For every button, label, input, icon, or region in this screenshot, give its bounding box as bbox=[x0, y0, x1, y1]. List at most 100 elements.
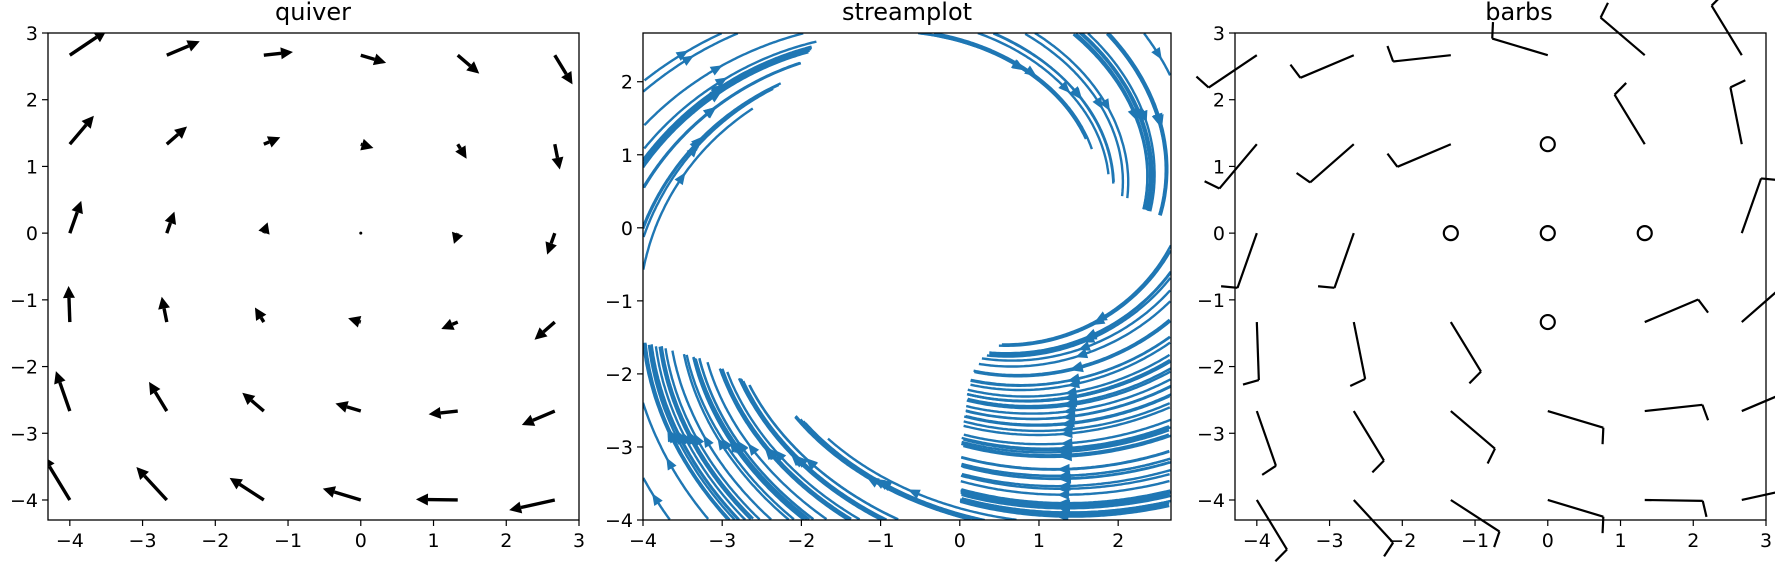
quiver-arrow bbox=[242, 392, 265, 413]
streamline bbox=[643, 40, 817, 150]
x-tick-label: 3 bbox=[573, 530, 585, 552]
streamline bbox=[643, 46, 813, 161]
barb-calm bbox=[1636, 225, 1653, 242]
y-tick-label: 1 bbox=[621, 145, 633, 167]
streamline-arrow bbox=[1058, 81, 1071, 94]
quiver-arrow bbox=[360, 138, 374, 151]
quiver-arrow bbox=[455, 143, 467, 159]
barb bbox=[1741, 395, 1775, 413]
streamline bbox=[726, 371, 861, 520]
streamline bbox=[692, 357, 805, 520]
streamline-arrow bbox=[1058, 480, 1071, 491]
streamline-arrow bbox=[766, 447, 779, 461]
streamline bbox=[685, 354, 795, 520]
barb-flag bbox=[1295, 172, 1311, 184]
streamline-arrow bbox=[675, 50, 689, 61]
y-tick-label: −3 bbox=[1197, 423, 1225, 445]
streamline bbox=[643, 33, 723, 82]
streamline-arrow bbox=[1094, 311, 1108, 322]
barb bbox=[1644, 403, 1710, 421]
quiver-arrow bbox=[359, 231, 363, 235]
barb bbox=[1740, 177, 1775, 234]
streamline bbox=[739, 378, 882, 520]
quiver-axes: −4 −3 −2 −1 0 1 2 3 −4 −3 −2 −1 0 1 2 3 bbox=[10, 23, 585, 552]
x-tick-label: 1 bbox=[427, 530, 439, 552]
streamline-arrow bbox=[1070, 362, 1084, 373]
quiver-arrow bbox=[165, 126, 188, 146]
barb-flag bbox=[1701, 500, 1708, 518]
barb-flag bbox=[1710, 0, 1719, 7]
barb bbox=[1710, 0, 1743, 56]
plot-frame bbox=[642, 32, 1172, 521]
barb-calm bbox=[1539, 136, 1556, 153]
x-tick-label: 0 bbox=[1542, 530, 1554, 552]
streamline-arrow bbox=[1077, 341, 1091, 351]
streamline bbox=[643, 83, 780, 230]
barb-flag bbox=[1261, 464, 1277, 476]
streamline bbox=[698, 357, 814, 520]
streamline bbox=[682, 353, 790, 520]
quiver-arrow bbox=[551, 143, 564, 170]
y-tick-label: −1 bbox=[1197, 290, 1225, 312]
barb-flag bbox=[1701, 404, 1710, 421]
quiver-arrow bbox=[258, 222, 270, 235]
streamline bbox=[706, 361, 828, 520]
barb bbox=[1352, 410, 1385, 474]
x-tick-label: −1 bbox=[1461, 530, 1489, 552]
quiver-arrow bbox=[360, 53, 387, 66]
streamline bbox=[1105, 33, 1168, 216]
quiver-arrow bbox=[348, 315, 362, 328]
quiver-arrow bbox=[48, 459, 72, 501]
quiver-arrows bbox=[48, 33, 573, 514]
barb bbox=[1295, 143, 1355, 184]
streamline bbox=[1034, 33, 1130, 199]
streamline-arrow bbox=[1060, 437, 1073, 448]
streamline bbox=[961, 493, 1171, 514]
streamline-arrow bbox=[689, 138, 702, 152]
streamline-arrow bbox=[709, 89, 723, 101]
y-tick-label: 1 bbox=[26, 156, 38, 178]
streamline bbox=[643, 47, 812, 163]
barbs-marks bbox=[1195, 0, 1775, 562]
barb bbox=[1449, 321, 1482, 385]
streamline bbox=[671, 350, 772, 520]
streamline-arrow bbox=[1024, 65, 1037, 77]
x-tick-label: −3 bbox=[708, 530, 736, 552]
streamline-arrow bbox=[674, 172, 686, 186]
streamline-arrow bbox=[1084, 330, 1098, 340]
barb-flag bbox=[1383, 542, 1395, 558]
barb-flag bbox=[1317, 285, 1335, 289]
streamline-arrow bbox=[736, 440, 749, 454]
x-tick-label: 2 bbox=[1687, 530, 1699, 552]
y-tick-label: −3 bbox=[605, 437, 633, 459]
streamline bbox=[961, 457, 1171, 481]
quiver-arrow bbox=[456, 53, 480, 74]
streamline bbox=[965, 393, 1171, 428]
x-tick-label: −4 bbox=[56, 530, 84, 552]
barb-flag bbox=[1493, 531, 1501, 548]
plot-frame bbox=[47, 32, 580, 521]
streamline bbox=[933, 33, 1094, 150]
quiver-arrow bbox=[68, 200, 83, 234]
streamline-arrow bbox=[791, 454, 805, 467]
barb bbox=[1491, 22, 1549, 57]
streamline bbox=[919, 33, 1088, 140]
streamline-arrow bbox=[729, 440, 741, 454]
streamline-arrow bbox=[703, 435, 714, 448]
quiver-arrow bbox=[263, 47, 293, 60]
streamline bbox=[978, 300, 1171, 368]
streamline-arrow bbox=[907, 489, 921, 499]
streamline bbox=[739, 380, 885, 520]
barb-flag bbox=[1371, 459, 1385, 474]
barb-flag bbox=[1349, 377, 1366, 387]
barb bbox=[1450, 499, 1501, 548]
quiver-arrow bbox=[451, 231, 464, 244]
quiver-arrow bbox=[158, 296, 170, 323]
streamline bbox=[643, 33, 739, 93]
quiver-arrow bbox=[68, 33, 106, 57]
streamline-arrow bbox=[1062, 410, 1076, 421]
x-tick-label: −1 bbox=[274, 530, 302, 552]
barb-flag bbox=[1760, 177, 1775, 181]
barbs-panel: barbs −4 −3 −2 −1 0 1 2 3 −4 −3 −2 −1 0 1 2 3 bbox=[1195, 0, 1775, 562]
streamline-arrow bbox=[1067, 378, 1081, 389]
